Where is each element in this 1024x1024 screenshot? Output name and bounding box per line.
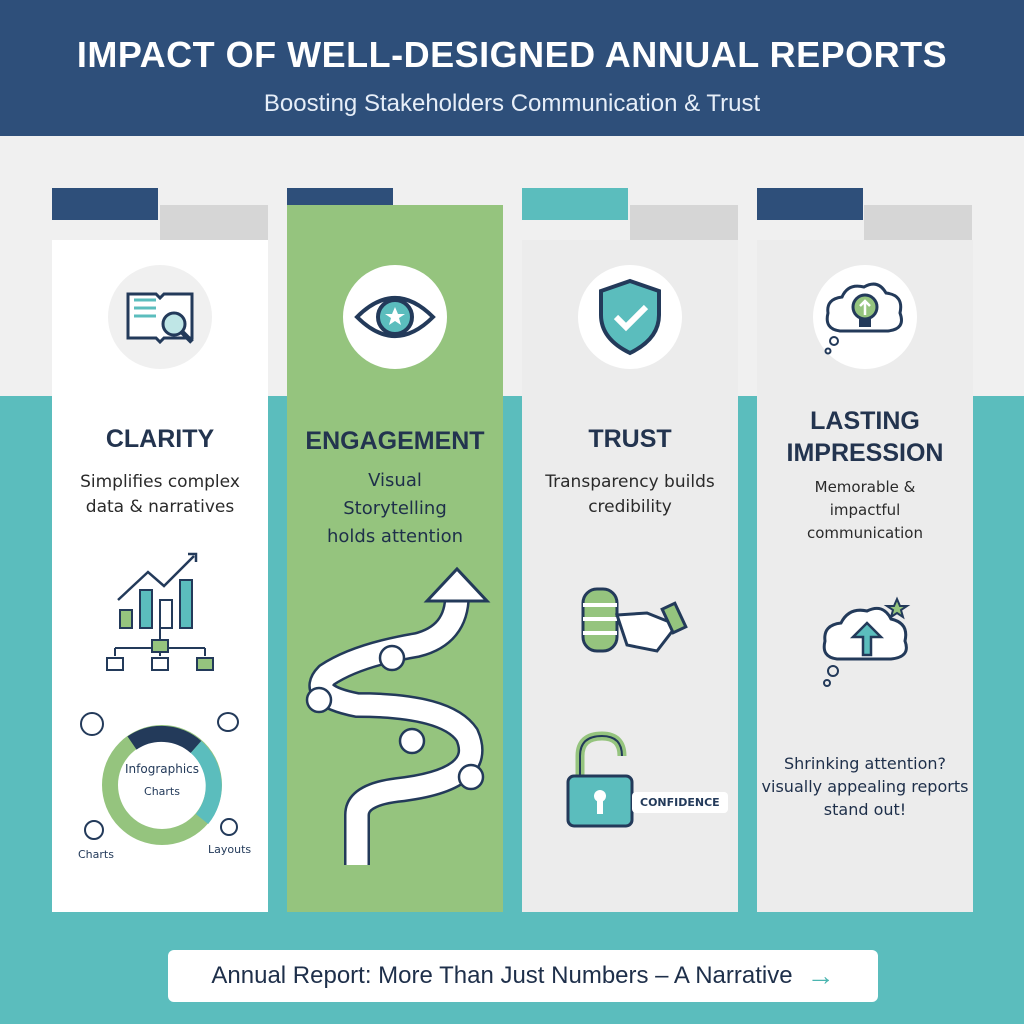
shield-check-icon <box>578 265 682 369</box>
arrow-right-icon: → <box>806 960 835 991</box>
thought-cloud-arrow-icon <box>822 596 911 687</box>
winding-path-icon <box>305 566 491 865</box>
page-title: IMPACT OF WELL-DESIGNED ANNUAL REPORTS <box>76 34 948 75</box>
confidence-badge: CONFIDENCE <box>632 792 728 813</box>
column-tab <box>160 205 268 241</box>
column-tab <box>864 205 972 241</box>
donut-label: Layouts <box>208 843 252 856</box>
column-tab <box>630 205 738 241</box>
column-description: Memorable & impactful communication <box>806 478 923 542</box>
column-title: LASTING IMPRESSION <box>786 407 944 467</box>
column-tab <box>52 188 158 220</box>
column-clarity: CLARITY Simplifies complex data & narrat… <box>52 240 268 912</box>
column-description: Simplifies complex data & narratives <box>80 472 240 517</box>
donut-center-sublabel: Charts <box>144 785 180 798</box>
column-engagement: ENGAGEMENT Visual Storytelling holds att… <box>287 205 503 912</box>
column-title: ENGAGEMENT <box>305 427 485 455</box>
donut-diagram <box>102 725 222 845</box>
column-title: TRUST <box>588 425 672 453</box>
column-description: Visual Storytelling holds attention <box>326 470 464 547</box>
page-subtitle: Boosting Stakeholders Communication & Tr… <box>263 90 761 117</box>
header: IMPACT OF WELL-DESIGNED ANNUAL REPORTS B… <box>0 0 1024 136</box>
donut-center-label: Infographics <box>124 762 200 776</box>
donut-label: Charts <box>78 848 114 861</box>
database-handshake-icon <box>581 587 688 653</box>
narrative-button-label: Annual Report: More Than Just Numbers – … <box>211 962 793 989</box>
chat-icon <box>217 712 239 732</box>
narrative-button[interactable]: Annual Report: More Than Just Numbers – … <box>168 950 878 1002</box>
check-icon <box>84 820 104 840</box>
gear-icon <box>220 818 238 836</box>
lightbulb-cloud-icon <box>813 265 917 369</box>
column-note: Shrinking attention? visually appealing … <box>761 754 969 819</box>
unlocked-padlock-icon <box>566 731 634 828</box>
eye-star-icon <box>343 265 447 369</box>
column-tab <box>757 188 863 220</box>
column-trust: TRUST Transparency builds credibility CO… <box>522 240 738 912</box>
chart-hierarchy-icon <box>106 552 214 671</box>
column-lasting-impression: LASTING IMPRESSION Memorable & impactful… <box>757 240 973 912</box>
book-magnifier-icon <box>108 265 212 369</box>
column-title: CLARITY <box>105 425 215 453</box>
column-description: Transparency builds credibility <box>545 472 715 517</box>
column-tab <box>522 188 628 220</box>
user-icon <box>80 712 104 736</box>
